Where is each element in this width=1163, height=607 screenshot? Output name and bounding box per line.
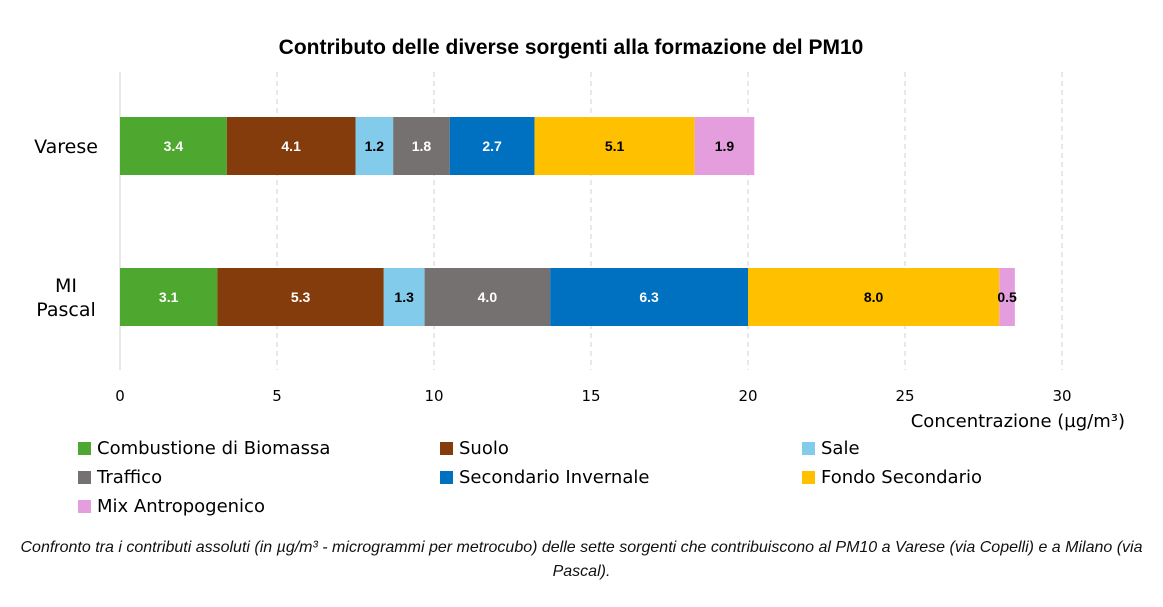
category-label: MI <box>55 275 77 297</box>
data-label: 3.4 <box>164 138 184 154</box>
bar-segment <box>748 268 1000 326</box>
data-label: 2.7 <box>482 138 502 154</box>
legend-swatch <box>78 471 91 484</box>
bar-segment <box>393 117 450 175</box>
legend-swatch <box>802 471 815 484</box>
data-label: 8.0 <box>864 289 884 305</box>
legend-label: Combustione di Biomassa <box>97 438 330 459</box>
data-label: 1.9 <box>715 138 735 154</box>
chart-legend: Combustione di Biomassa Suolo Sale Traffico… <box>78 438 982 517</box>
legend-label: Suolo <box>459 438 509 459</box>
data-label: 5.3 <box>291 289 311 305</box>
legend-swatch <box>440 471 453 484</box>
data-label: 3.1 <box>159 289 179 305</box>
bar-segment <box>226 117 356 175</box>
legend-label: Sale <box>821 438 860 459</box>
legend-swatch <box>802 442 815 455</box>
bar-segment <box>383 268 425 326</box>
data-label: 1.8 <box>412 138 432 154</box>
x-tick-label: 30 <box>1052 387 1071 405</box>
category-label: Varese <box>34 136 98 158</box>
data-label: 6.3 <box>639 289 659 305</box>
x-tick-label: 15 <box>581 387 600 405</box>
data-label: 1.3 <box>394 289 414 305</box>
data-label: 4.1 <box>281 138 301 154</box>
chart-title: Contributo delle diverse sorgenti alla f… <box>279 36 864 59</box>
bar-segment <box>217 268 384 326</box>
legend-swatch <box>78 500 91 513</box>
bar-segment <box>694 117 755 175</box>
bar-segment <box>424 268 551 326</box>
x-axis-title: Concentrazione (µg/m³) <box>911 411 1125 432</box>
data-label: 0.5 <box>997 289 1017 305</box>
legend-label: Mix Antropogenico <box>97 496 265 517</box>
x-tick-label: 25 <box>895 387 914 405</box>
bar-segment <box>449 117 535 175</box>
legend-label: Fondo Secondario <box>821 467 982 488</box>
category-label: Pascal <box>36 299 96 321</box>
bar-segment <box>534 117 695 175</box>
legend-label: Traffico <box>96 467 162 488</box>
data-label: 1.2 <box>365 138 385 154</box>
x-tick-label: 5 <box>272 387 282 405</box>
chart-value-labels: 3.4 4.1 1.2 1.8 2.7 5.1 1.9 3.1 5.3 1.3 4.0 6.3 8.0 0… <box>159 138 1017 305</box>
bar-segment <box>120 268 218 326</box>
figure-caption: Confronto tra i contributi assoluti (in … <box>20 539 1143 580</box>
x-tick-label: 0 <box>115 387 125 405</box>
legend-swatch <box>440 442 453 455</box>
chart-x-tick-labels: 0 5 10 15 20 25 30 <box>115 387 1071 405</box>
legend-swatch <box>78 442 91 455</box>
x-tick-label: 10 <box>424 387 443 405</box>
data-label: 5.1 <box>605 138 625 154</box>
bar-segment <box>999 268 1015 326</box>
bar-segment <box>550 268 748 326</box>
chart-bars <box>120 117 1015 326</box>
legend-label: Secondario Invernale <box>459 467 649 488</box>
data-label: 4.0 <box>478 289 498 305</box>
bar-segment <box>120 117 227 175</box>
x-tick-label: 20 <box>738 387 757 405</box>
bar-segment <box>355 117 394 175</box>
